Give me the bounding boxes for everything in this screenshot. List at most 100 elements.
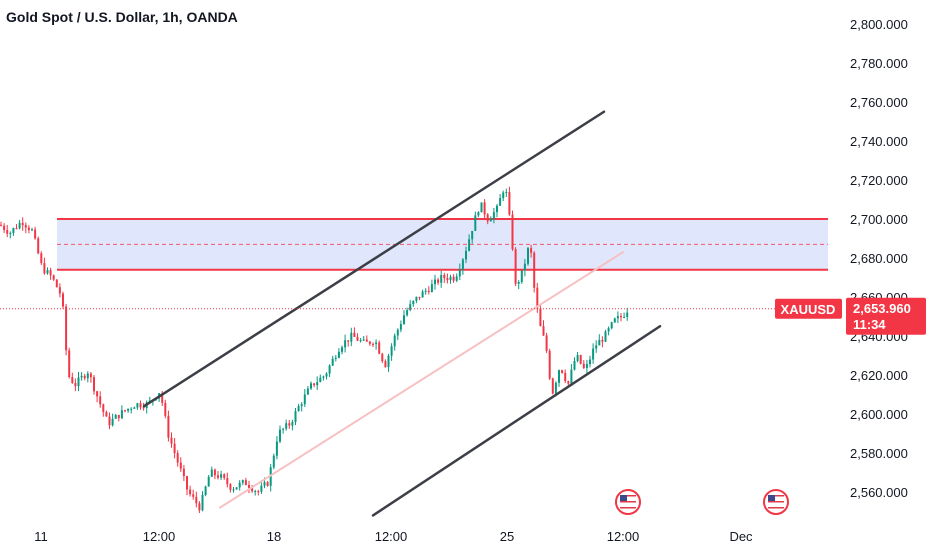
candle-body <box>266 482 269 486</box>
candle-body <box>46 270 49 274</box>
x-tick-label: 12:00 <box>143 529 176 544</box>
candle-body <box>499 198 502 206</box>
candle-body <box>170 437 173 444</box>
candle-body <box>204 486 207 495</box>
candle-body <box>477 212 480 216</box>
candle-body <box>96 391 99 397</box>
candle-body <box>517 281 520 284</box>
x-tick-label: 12:00 <box>607 529 640 544</box>
candle-body <box>251 488 254 492</box>
x-tick-label: 25 <box>500 529 514 544</box>
candle-body <box>229 484 232 490</box>
candle-body <box>334 357 337 359</box>
y-tick-label: 2,600.000 <box>850 407 908 422</box>
candle-body <box>542 326 545 336</box>
candle-body <box>530 248 533 253</box>
candle-body <box>93 377 95 392</box>
y-tick-label: 2,720.000 <box>850 173 908 188</box>
candle-body <box>306 388 309 395</box>
candle-body <box>310 383 312 389</box>
candle-body <box>567 381 570 384</box>
candle-body <box>533 252 536 288</box>
trendline-1 <box>142 110 606 408</box>
candle-body <box>514 249 517 284</box>
candle-body <box>272 455 275 468</box>
candle-body <box>589 359 591 365</box>
candle-body <box>31 229 33 231</box>
candle-body <box>492 212 495 220</box>
candle-body <box>536 287 539 309</box>
candle-body <box>0 224 2 226</box>
candle-body <box>254 491 257 493</box>
trendlines[interactable] <box>0 110 842 517</box>
candle-body <box>483 202 486 215</box>
candle-body <box>238 482 241 488</box>
candle-body <box>437 279 440 283</box>
candle-body <box>465 250 467 260</box>
trendline-3 <box>219 251 624 509</box>
candle-body <box>564 372 567 382</box>
candle-body <box>471 230 474 240</box>
candle-body <box>40 253 43 264</box>
symbol-tag-label: XAUUSD <box>781 302 836 317</box>
candle-body <box>607 328 610 332</box>
supply-zone[interactable] <box>57 218 828 271</box>
candle-body <box>573 360 576 370</box>
candle-body <box>142 407 145 409</box>
candle-body <box>220 474 223 478</box>
candle-body <box>55 279 58 288</box>
candle-body <box>545 335 548 351</box>
candle-body <box>505 192 508 194</box>
candle-body <box>378 342 381 354</box>
candle-body <box>455 276 458 281</box>
chart-title: Gold Spot / U.S. Dollar, 1h, OANDA <box>6 9 238 25</box>
event-markers[interactable] <box>615 489 789 515</box>
candle-body <box>554 382 557 394</box>
candle-body <box>502 192 505 199</box>
candle-body <box>288 423 291 426</box>
candle-body <box>279 429 281 442</box>
flag-stripe <box>768 507 784 509</box>
candle-body <box>319 377 322 383</box>
candle-body <box>275 441 278 456</box>
flag-stripe <box>620 504 636 506</box>
candle-body <box>427 290 430 292</box>
candle-body <box>62 293 64 307</box>
candle-body <box>558 370 560 383</box>
candle-body <box>486 214 489 222</box>
candle-body <box>372 343 374 345</box>
flag-stripe <box>620 498 636 500</box>
candle-body <box>375 342 378 345</box>
price-tag-value: 2,653.960 <box>853 301 911 316</box>
candle-body <box>133 407 136 409</box>
price-axis[interactable]: 2,560.0002,580.0002,600.0002,620.0002,64… <box>850 17 908 500</box>
candle-body <box>623 316 626 318</box>
candle-body <box>263 482 266 486</box>
candle-body <box>582 363 585 368</box>
us-flag-icon[interactable] <box>763 489 789 515</box>
candle-body <box>434 279 436 285</box>
candle-body <box>114 414 117 419</box>
candle-body <box>201 494 204 511</box>
candle-body <box>601 339 604 342</box>
candle-body <box>86 373 89 379</box>
candle-body <box>551 378 554 394</box>
candle-body <box>595 345 598 349</box>
candle-body <box>9 233 12 235</box>
time-axis[interactable]: 11 12:00 18 12:00 25 12:00 Dec <box>34 529 753 544</box>
x-tick-label: Dec <box>729 529 753 544</box>
candle-body <box>260 485 263 492</box>
candle-body <box>356 336 359 341</box>
candles <box>0 186 629 514</box>
candle-body <box>403 315 405 325</box>
candle-body <box>523 263 526 271</box>
candle-body <box>241 480 244 483</box>
candle-body <box>99 396 102 405</box>
candle-body <box>21 222 24 226</box>
candle-body <box>198 503 201 511</box>
candle-body <box>6 230 9 234</box>
candle-body <box>418 296 421 298</box>
us-flag-icon[interactable] <box>615 489 641 515</box>
x-tick-label: 18 <box>267 529 281 544</box>
